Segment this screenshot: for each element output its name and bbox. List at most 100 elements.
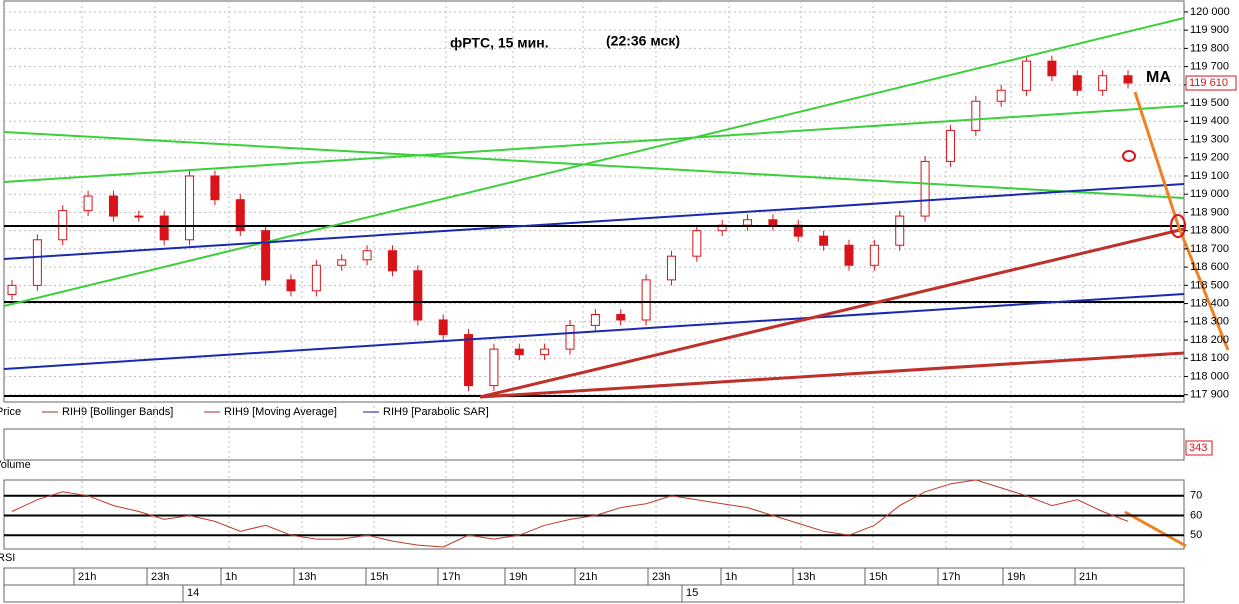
x-tick-label: 23h: [652, 571, 670, 583]
annotation-label: MA: [1146, 69, 1171, 86]
candle-body: [1047, 60, 1057, 77]
candle-body: [641, 279, 651, 321]
marker-circle: [1170, 214, 1186, 238]
date-label: 15: [686, 587, 698, 599]
candle-body: [159, 215, 169, 241]
y-tick-label: 118 500: [1190, 279, 1229, 291]
last-price-label: 119 610: [1189, 77, 1228, 89]
candle-body: [1123, 75, 1133, 84]
volume-panel: [3, 428, 1185, 461]
plot: [7, 55, 1133, 392]
y-tick-label: 118 300: [1190, 316, 1229, 328]
candle-body: [235, 199, 245, 232]
x-tick-label: 1h: [225, 571, 237, 583]
legend-label: RIH9 [Moving Average]: [224, 406, 337, 418]
y-tick-label: 119 400: [1190, 115, 1229, 127]
legend-label: RIH9 [Bollinger Bands]: [62, 406, 173, 418]
candle-body: [438, 319, 448, 336]
x-tick-label: 21h: [1079, 571, 1097, 583]
candle-body: [413, 270, 423, 321]
y-tick-label: 118 900: [1190, 206, 1229, 218]
legend-price: Price: [0, 406, 21, 418]
x-tick-label: 21h: [78, 571, 96, 583]
x-tick-label: 15h: [370, 571, 388, 583]
y-tick-label: 119 000: [1190, 188, 1229, 200]
candle-body: [1022, 60, 1032, 91]
y-tick-label: 118 200: [1190, 334, 1229, 346]
candle-body: [920, 160, 930, 217]
annotations: [3, 17, 1230, 548]
legend-label: RIH9 [Parabolic SAR]: [383, 406, 489, 418]
candle-body: [210, 175, 220, 201]
candle-body: [768, 219, 778, 226]
chart-title: фРТС, 15 мин.: [450, 35, 549, 51]
candle-body: [134, 215, 144, 218]
y-tick-label: 119 300: [1190, 133, 1229, 145]
candle-body: [464, 334, 474, 387]
trend-line: [3, 183, 1185, 260]
y-tick-label: 118 600: [1190, 261, 1229, 273]
candle-body: [616, 314, 626, 321]
x-tick-label: 13h: [797, 571, 815, 583]
y-tick-label: 118 000: [1190, 370, 1229, 382]
candle-body: [844, 244, 854, 266]
candle-body: [514, 348, 524, 356]
y-tick-label: 118 400: [1190, 297, 1229, 309]
candle-body: [337, 259, 347, 266]
y-tick-label: 119 200: [1190, 152, 1229, 164]
candle-body: [692, 230, 702, 257]
y-tick-label: 119 800: [1190, 42, 1229, 54]
candle-body: [286, 279, 296, 292]
candle-body: [83, 195, 93, 212]
candle-body: [185, 175, 195, 241]
candle-body: [7, 284, 17, 295]
x-tick-label: 19h: [509, 571, 527, 583]
x-tick-label: 13h: [298, 571, 316, 583]
rsi-tick-label: 70: [1190, 490, 1202, 502]
candle-body: [971, 100, 981, 131]
x-tick-label: 15h: [869, 571, 887, 583]
y-tick-label: 118 700: [1190, 243, 1229, 255]
rsi-tick-label: 50: [1190, 529, 1202, 541]
marker-circle: [1122, 150, 1136, 162]
volume-label: Volume: [0, 459, 31, 471]
candle-body: [362, 250, 372, 261]
candle-body: [743, 219, 753, 226]
candle-body: [996, 89, 1006, 102]
candle-body: [869, 244, 879, 266]
candle-body: [1072, 75, 1082, 91]
candle-body: [387, 250, 397, 272]
y-tick-label: 118 800: [1190, 225, 1229, 237]
y-tick-label: 119 700: [1190, 61, 1229, 73]
date-label: 14: [187, 587, 199, 599]
candle-body: [489, 348, 499, 387]
x-tick-label: 1h: [725, 571, 737, 583]
volume-value-box: [1185, 440, 1213, 456]
candle-body: [311, 264, 321, 292]
trend-line: [3, 17, 1185, 307]
y-tick-label: 119 100: [1190, 170, 1229, 182]
trend-line: [479, 227, 1185, 399]
trend-line: [3, 293, 1185, 370]
candle-body: [32, 239, 42, 286]
trend-line: [3, 131, 1185, 199]
y-tick-label: 117 900: [1190, 389, 1229, 401]
x-tick-label: 21h: [579, 571, 597, 583]
candle-body: [819, 235, 829, 246]
x-tick-label: 19h: [1007, 571, 1025, 583]
x-tick-label: 17h: [442, 571, 460, 583]
forecast-arrow: [1133, 91, 1230, 351]
candle-body: [540, 348, 550, 356]
trend-line: [479, 351, 1185, 399]
candle-body: [108, 195, 118, 217]
price-panel: [3, 0, 1185, 403]
rsi-tick-label: 60: [1190, 509, 1202, 521]
candle-body: [590, 314, 600, 326]
candle-body: [895, 215, 905, 246]
candle-body: [1098, 75, 1108, 91]
candle-body: [945, 129, 955, 162]
trend-line: [3, 105, 1185, 183]
x-tick-label: 23h: [151, 571, 169, 583]
chart-subtitle: (22:36 мск): [606, 33, 680, 49]
